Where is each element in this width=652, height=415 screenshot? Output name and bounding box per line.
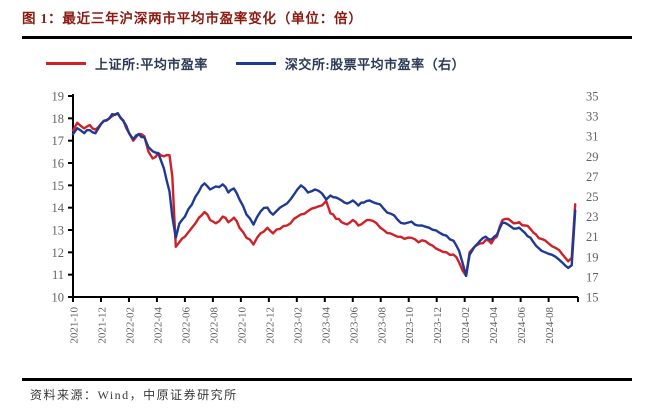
svg-text:35: 35 (586, 90, 599, 104)
svg-text:13: 13 (52, 224, 65, 238)
legend-label-sse: 上证所:平均市盈率 (95, 57, 208, 72)
pe-ratio-chart: 19 18 17 16 15 14 13 12 11 10 35 33 31 29 27 25 23 21 19 17… (0, 88, 652, 376)
legend-label-szse: 深交所:股票平均市盈率（右） (284, 57, 466, 72)
svg-text:15: 15 (586, 291, 599, 305)
svg-text:29: 29 (586, 150, 599, 164)
svg-text:17: 17 (586, 270, 599, 284)
svg-text:2022-10: 2022-10 (236, 307, 248, 344)
svg-text:23: 23 (586, 210, 599, 224)
figure-title: 图 1：最近三年沪深两市平均市盈率变化（单位：倍） (22, 11, 363, 26)
chart-canvas: 19 18 17 16 15 14 13 12 11 10 35 33 31 29 27 25 23 21 19 17… (52, 90, 599, 344)
title-divider (22, 36, 632, 39)
svg-text:2021-12: 2021-12 (96, 307, 108, 344)
svg-text:2023-10: 2023-10 (404, 307, 416, 344)
legend-item-szse: 深交所:股票平均市盈率（右） (235, 54, 466, 73)
svg-text:2024-04: 2024-04 (488, 307, 500, 344)
svg-text:2022-06: 2022-06 (180, 307, 192, 344)
svg-text:18: 18 (52, 112, 65, 126)
svg-text:11: 11 (52, 268, 64, 282)
svg-text:2023-12: 2023-12 (432, 307, 444, 344)
svg-text:2023-06: 2023-06 (348, 307, 360, 344)
sse-line-swatch (46, 62, 86, 65)
svg-text:2023-08: 2023-08 (376, 307, 388, 344)
svg-text:2022-08: 2022-08 (208, 307, 220, 344)
svg-text:2024-02: 2024-02 (460, 307, 472, 344)
svg-text:2021-10: 2021-10 (69, 307, 81, 344)
svg-text:14: 14 (52, 201, 65, 215)
svg-text:2022-02: 2022-02 (124, 307, 136, 344)
svg-text:16: 16 (52, 157, 65, 171)
svg-text:2023-04: 2023-04 (320, 307, 332, 344)
szse-line-swatch (235, 62, 276, 65)
svg-text:21: 21 (586, 230, 599, 244)
chart-legend: 上证所:平均市盈率 深交所:股票平均市盈率（右） (46, 54, 465, 73)
svg-text:17: 17 (52, 134, 65, 148)
data-source: 资料来源：Wind，中原证券研究所 (30, 388, 238, 402)
svg-text:19: 19 (52, 90, 65, 104)
svg-text:12: 12 (52, 246, 65, 260)
svg-text:15: 15 (52, 179, 65, 193)
svg-text:19: 19 (586, 250, 599, 264)
svg-text:2024-08: 2024-08 (544, 307, 556, 344)
svg-text:2022-12: 2022-12 (264, 307, 276, 344)
svg-text:10: 10 (52, 291, 65, 305)
svg-text:25: 25 (586, 190, 599, 204)
svg-text:33: 33 (586, 110, 599, 124)
svg-text:2022-04: 2022-04 (152, 307, 164, 344)
svg-text:2024-06: 2024-06 (516, 307, 528, 344)
svg-text:31: 31 (586, 130, 599, 144)
svg-text:27: 27 (586, 170, 599, 184)
svg-text:2023-02: 2023-02 (292, 307, 304, 344)
footer-divider (22, 378, 632, 381)
legend-item-sse: 上证所:平均市盈率 (46, 54, 208, 73)
